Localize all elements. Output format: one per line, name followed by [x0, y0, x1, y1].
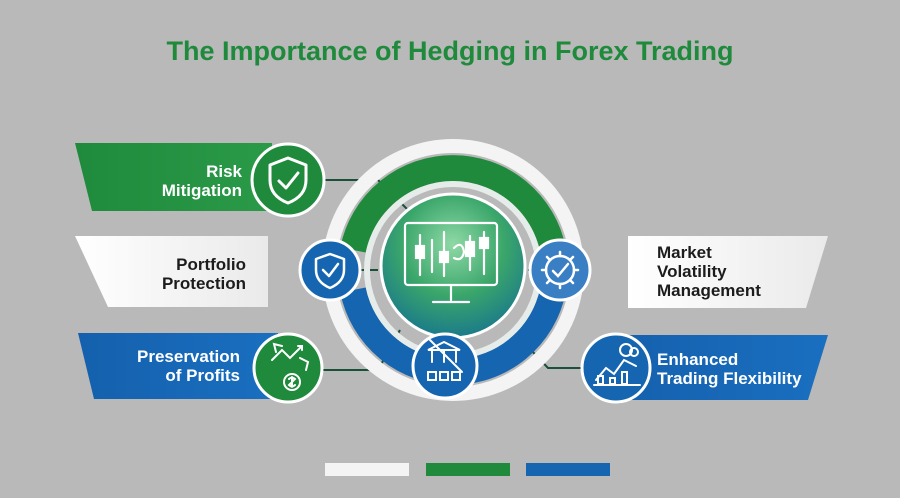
- label-line: Enhanced: [657, 350, 739, 369]
- legend-bar-blue: [526, 463, 610, 476]
- banner-preservation-of-profits: [78, 333, 278, 399]
- banner-market-volatility: [628, 236, 828, 308]
- monitor-chart-icon: [403, 221, 499, 304]
- shield-check-icon: [314, 252, 346, 290]
- flexibility-node: [580, 332, 652, 404]
- green-arc: [340, 155, 566, 253]
- label-line: Protection: [161, 274, 246, 293]
- banner-portfolio-protection: [75, 236, 268, 307]
- label-line: Management: [657, 281, 761, 300]
- shield-check-icon: [268, 156, 308, 205]
- label-preservation-of-profits: Preservation of Profits: [96, 347, 240, 385]
- gear-check-icon: [540, 250, 580, 290]
- label-line: of Profits: [165, 366, 240, 385]
- money-growth-icon: [271, 342, 310, 391]
- risk-node: [250, 142, 326, 218]
- profits-node: [252, 332, 324, 404]
- banner-enhanced-flexibility: [612, 335, 828, 400]
- label-market-volatility: Market Volatility Management: [657, 243, 817, 300]
- market-chart-icon: [593, 343, 641, 386]
- label-line: Trading Flexibility: [657, 369, 802, 388]
- label-line: Preservation: [137, 347, 240, 366]
- volatility-node: [528, 238, 592, 302]
- label-line: Market: [657, 243, 712, 262]
- page-title: The Importance of Hedging in Forex Tradi…: [166, 36, 734, 66]
- legend-bar-white: [325, 463, 409, 476]
- label-line: Risk: [206, 162, 242, 181]
- portfolio-node: [298, 238, 362, 302]
- label-portfolio-protection: Portfolio Protection: [110, 255, 246, 293]
- label-line: Portfolio: [176, 255, 246, 274]
- center-circle: [379, 192, 527, 340]
- banner-risk-mitigation: [75, 143, 272, 211]
- label-line: Mitigation: [161, 181, 242, 200]
- label-line: Volatility: [657, 262, 727, 281]
- label-risk-mitigation: Risk Mitigation: [110, 162, 242, 200]
- label-enhanced-flexibility: Enhanced Trading Flexibility: [657, 350, 817, 388]
- bank-chart-icon: [427, 339, 463, 381]
- legend-bar-green: [426, 463, 510, 476]
